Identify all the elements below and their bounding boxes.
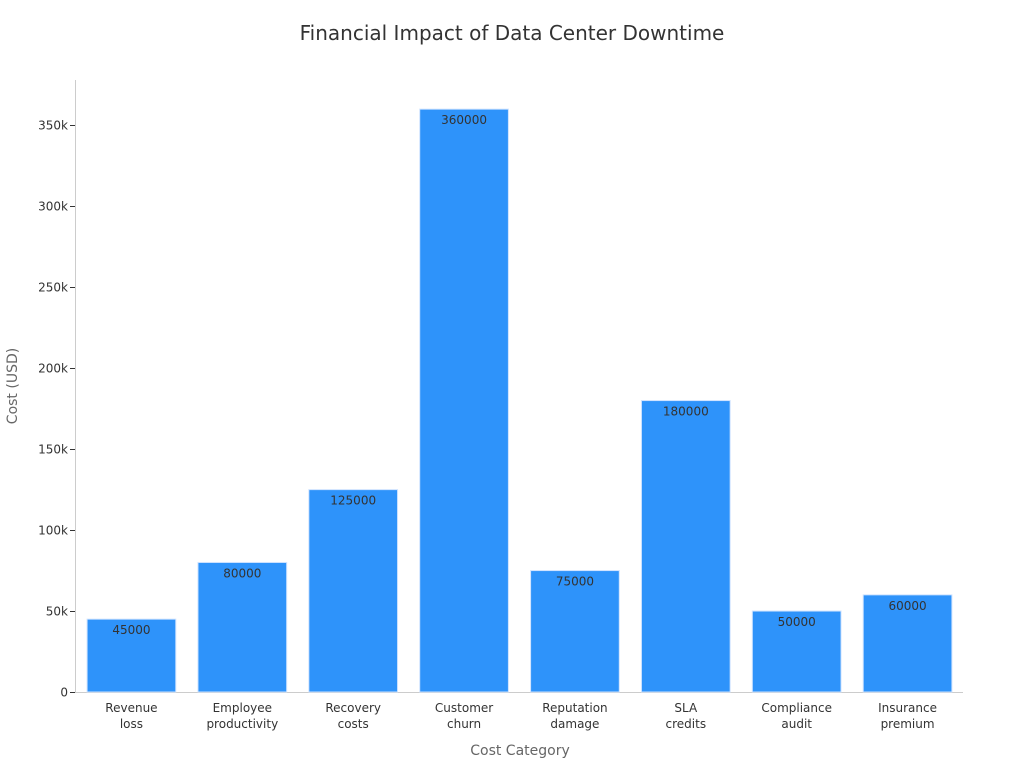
x-tick-label: premium (881, 717, 935, 731)
y-tick-label: 200k (38, 362, 68, 376)
x-tick-label: Compliance (761, 701, 832, 715)
bar-value-label: 80000 (223, 566, 261, 580)
bar-value-label: 50000 (778, 615, 816, 629)
bars-group (86, 108, 953, 693)
y-tick-label: 0 (60, 686, 68, 700)
y-tick-label: 50k (46, 605, 68, 619)
data-labels-group: 45000 80000 125000 360000 75000 180000 50000 60… (112, 113, 926, 637)
x-axis-tick-labels: Revenue loss Employee productivity Recovery c… (105, 701, 937, 731)
x-tick-label: churn (447, 717, 481, 731)
bar-value-label: 360000 (441, 113, 487, 127)
bar-value-label: 125000 (330, 494, 376, 508)
y-tick-label: 350k (38, 119, 68, 133)
x-tick-label: Reputation (542, 701, 607, 715)
x-tick-label: damage (550, 717, 599, 731)
y-tick-label: 300k (38, 200, 68, 214)
x-tick-label: audit (781, 717, 812, 731)
bar-value-label: 60000 (888, 599, 926, 613)
x-tick-label: Revenue (105, 701, 157, 715)
bar (197, 561, 288, 693)
y-tick-label: 100k (38, 524, 68, 538)
x-tick-label: costs (338, 717, 369, 731)
x-tick-label: Employee (213, 701, 272, 715)
y-axis-title: Cost (USD) (5, 348, 21, 424)
y-tick-label: 150k (38, 443, 68, 457)
y-axis-ticks: 0 50k 100k 150k 200k 250k 300k 350k (38, 119, 75, 700)
y-tick-label: 250k (38, 281, 68, 295)
chart-title: Financial Impact of Data Center Downtime (300, 21, 725, 45)
x-axis-title: Cost Category (470, 743, 570, 759)
x-tick-label: Recovery (325, 701, 381, 715)
x-tick-label: Customer (435, 701, 493, 715)
bar (530, 570, 620, 693)
bar-value-label: 45000 (112, 623, 150, 637)
bar (751, 610, 842, 693)
bar (640, 400, 731, 693)
x-tick-label: SLA (674, 701, 698, 715)
bar-value-label: 180000 (663, 405, 709, 419)
bar-value-label: 75000 (556, 575, 594, 589)
x-tick-label: loss (120, 717, 143, 731)
x-tick-label: Insurance (878, 701, 937, 715)
bar (308, 489, 399, 693)
x-tick-label: credits (666, 717, 707, 731)
bar (419, 108, 509, 693)
bar (86, 618, 177, 693)
x-tick-label: productivity (206, 717, 278, 731)
bar (862, 594, 953, 693)
